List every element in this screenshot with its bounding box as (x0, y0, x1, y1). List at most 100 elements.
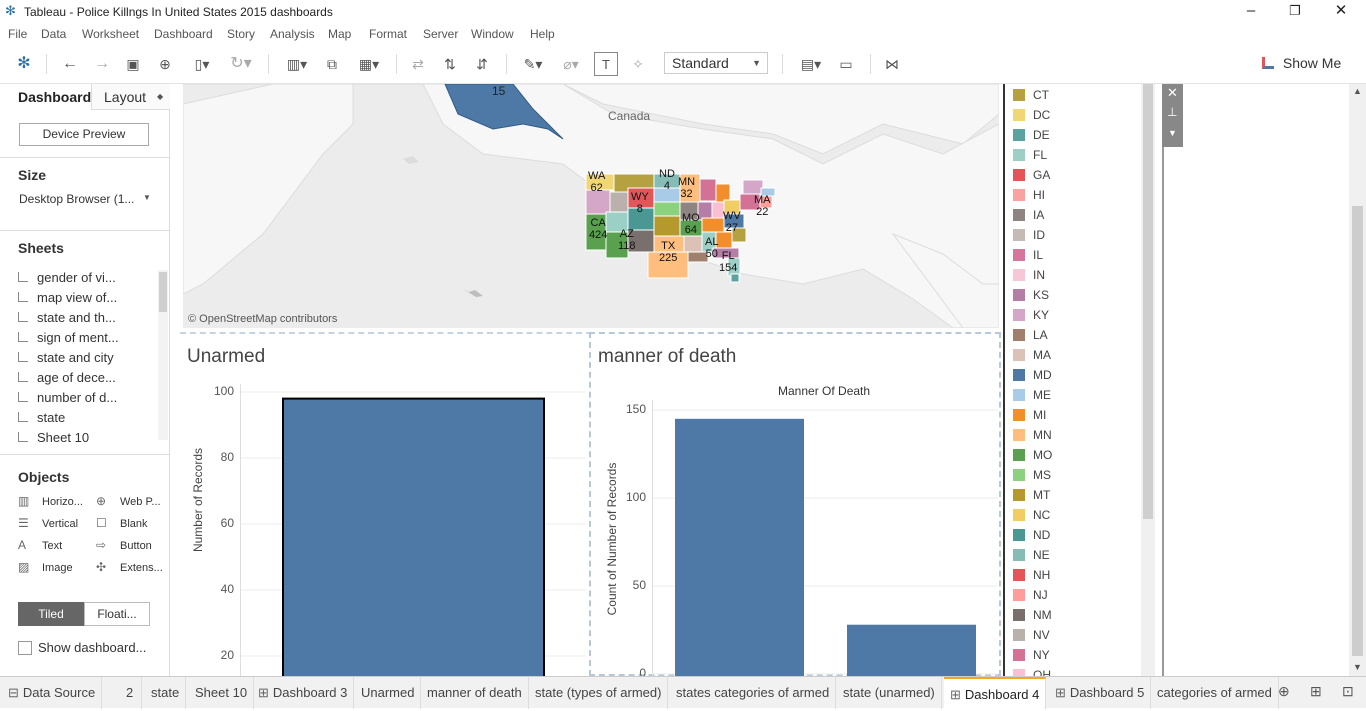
legend-item[interactable]: NY (1013, 648, 1050, 662)
sheets-scrollbar[interactable] (158, 270, 168, 440)
scrollbar-thumb[interactable] (1352, 206, 1363, 656)
menu-analysis[interactable]: Analysis (270, 27, 315, 41)
menu-file[interactable]: File (8, 27, 28, 41)
redo-icon[interactable]: → (94, 55, 110, 72)
tab-dashboard[interactable]: ⊞ Dashboard 3 (252, 677, 355, 709)
refresh-icon[interactable]: ↻▾ (230, 55, 252, 72)
object-blank[interactable]: ☐ Blank (96, 516, 148, 530)
show-title-checkbox[interactable] (18, 641, 32, 655)
menu-map[interactable]: Map (328, 27, 352, 41)
tab-sheet[interactable]: Unarmed (355, 677, 422, 709)
tab-sheet[interactable]: state (145, 677, 187, 709)
new-worksheet-icon[interactable]: ▥▾ (286, 56, 308, 72)
tab-sheet[interactable]: states categories of armed (670, 677, 837, 709)
menu-server[interactable]: Server (423, 27, 459, 41)
legend-item[interactable]: IA (1013, 208, 1044, 222)
scroll-down-icon[interactable]: ▼ (1353, 662, 1362, 672)
pin-icon[interactable]: ⊥ (1167, 105, 1178, 119)
group-icon[interactable]: ⌀▾ (563, 56, 579, 72)
legend-scrollbar[interactable] (1141, 84, 1155, 676)
menu-data[interactable]: Data (41, 27, 67, 41)
legend-item[interactable]: NV (1013, 628, 1050, 642)
close-icon[interactable]: ✕ (1334, 2, 1348, 19)
fix-axes-icon[interactable]: ✧ (632, 56, 644, 72)
new-data-source-icon[interactable]: ⊕ (159, 56, 171, 72)
legend-item[interactable]: MI (1013, 408, 1046, 422)
legend-item[interactable]: LA (1013, 328, 1048, 342)
legend-item[interactable]: ID (1013, 228, 1045, 242)
object-text[interactable]: A Text (18, 538, 63, 552)
menu-window[interactable]: Window (471, 27, 514, 41)
tab-layout[interactable]: Layout ◆ (91, 84, 170, 110)
tab-dashboard[interactable]: Dashboard (18, 89, 92, 105)
legend-item[interactable]: MD (1013, 368, 1052, 382)
device-preview-button[interactable]: Device Preview (19, 123, 149, 146)
legend-item[interactable]: IN (1013, 268, 1045, 282)
legend-item[interactable]: MT (1013, 488, 1050, 502)
object-image[interactable]: ▨ Image (18, 560, 73, 574)
unarmed-chart[interactable] (240, 384, 586, 676)
tableau-home-icon[interactable]: ✻ (17, 55, 31, 72)
sheet-item[interactable]: state (18, 410, 65, 425)
legend-item[interactable]: NE (1013, 548, 1050, 562)
sheet-item[interactable]: Sheet 10 (18, 430, 89, 445)
sheet-item[interactable]: age of dece... (18, 370, 116, 385)
show-me-button[interactable]: Show Me (1262, 55, 1341, 71)
fit-select[interactable]: Standard ▼ (664, 52, 768, 74)
sheet-item[interactable]: map view of... (18, 290, 117, 305)
sort-ascending-icon[interactable]: ⇅ (444, 56, 456, 72)
legend-item[interactable]: ND (1013, 528, 1050, 542)
show-cards-icon[interactable]: ▤▾ (800, 56, 822, 72)
menu-worksheet[interactable]: Worksheet (82, 27, 140, 41)
remove-icon[interactable]: ✕ (1167, 85, 1178, 100)
undo-icon[interactable]: ← (62, 55, 78, 72)
legend-item[interactable]: MO (1013, 448, 1052, 462)
more-options-icon[interactable]: ▼ (1168, 128, 1177, 138)
tab-dashboard[interactable]: ⊞ Dashboard 5 (1049, 677, 1152, 709)
tab-sheet[interactable]: manner of death (421, 677, 529, 709)
tab-sheet[interactable]: Sheet 10 (189, 677, 255, 709)
presentation-mode-icon[interactable]: ▭ (839, 56, 853, 72)
new-dashboard-icon[interactable]: ⊞ (1310, 683, 1322, 699)
legend-item[interactable]: CT (1013, 88, 1049, 102)
pause-updates-icon[interactable]: ▯▾ (194, 56, 210, 72)
sheet-item[interactable]: gender of vi... (18, 270, 116, 285)
legend-item[interactable]: KS (1013, 288, 1049, 302)
highlight-icon[interactable]: ✎▾ (523, 56, 543, 72)
sheet-item[interactable]: state and th... (18, 310, 116, 325)
legend-item[interactable]: MA (1013, 348, 1051, 362)
scrollbar-thumb[interactable] (159, 272, 167, 312)
sort-descending-icon[interactable]: ⇵ (476, 56, 488, 72)
tab-dashboard-active[interactable]: ⊞ Dashboard 4 (944, 677, 1047, 709)
menu-format[interactable]: Format (369, 27, 408, 41)
swap-icon[interactable]: ⇄ (412, 56, 424, 72)
minimize-icon[interactable]: – (1246, 2, 1256, 19)
legend-item[interactable]: GA (1013, 168, 1050, 182)
object-horizontal[interactable]: ▥ Horizo... (18, 494, 83, 508)
object-vertical[interactable]: ☰ Vertical (18, 516, 79, 530)
state-legend[interactable]: CT DC DE FL GA HI IA ID IL IN KS KY LA MA MD ME MI MN MO MS… (1003, 84, 1155, 682)
object-button[interactable]: ⇨ Button (96, 538, 152, 552)
object-extension[interactable]: ✣ Extens... (96, 560, 163, 574)
size-dropdown[interactable]: Desktop Browser (1... ▼ (19, 192, 153, 208)
state-map[interactable]: Canada 15 WA 62 ND 4 MN 32 WY 8 MA 22 CA 424 M… (183, 84, 999, 328)
menu-dashboard[interactable]: Dashboard (154, 27, 213, 41)
object-web-page[interactable]: ⊕ Web P... (96, 494, 161, 508)
tab-sheet[interactable]: categories of armed (1151, 677, 1279, 709)
legend-item[interactable]: ME (1013, 388, 1051, 402)
duplicate-icon[interactable]: ⧉ (327, 56, 337, 72)
floating-button[interactable]: Floati... (84, 602, 150, 626)
save-icon[interactable]: ▣ (126, 56, 140, 72)
sheet-item[interactable]: sign of ment... (18, 330, 119, 345)
manner-chart[interactable] (652, 400, 998, 676)
share-icon[interactable]: ⋈ (885, 56, 899, 72)
clear-sheet-icon[interactable]: ▦▾ (358, 56, 380, 72)
legend-item[interactable]: IL (1013, 248, 1043, 262)
sheet-item[interactable]: state and city (18, 350, 114, 365)
sheet-item[interactable]: number of d... (18, 390, 117, 405)
legend-item[interactable]: DE (1013, 128, 1050, 142)
legend-item[interactable]: KY (1013, 308, 1049, 322)
scroll-up-icon[interactable]: ▲ (1353, 86, 1362, 96)
dashboard-scrollbar[interactable]: ▲ ▼ (1349, 84, 1366, 676)
tiled-button[interactable]: Tiled (18, 602, 84, 626)
